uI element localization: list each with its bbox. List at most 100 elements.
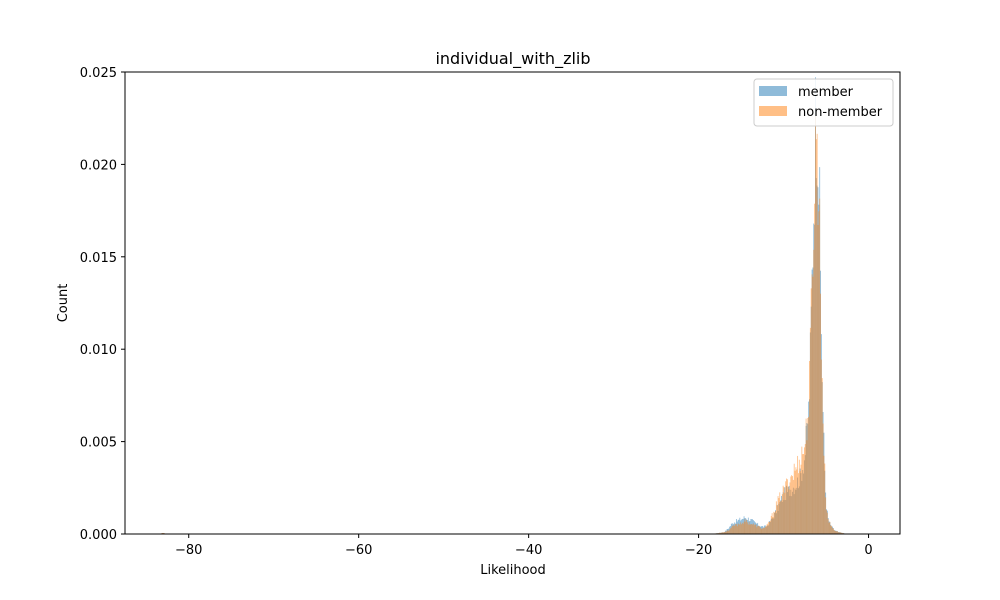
non-member-bar-38 [743, 521, 745, 534]
non-member-bar-97 [793, 463, 795, 534]
non-member-bar-115 [809, 360, 810, 534]
non-member-bar-24 [731, 525, 733, 534]
non-member-bar-127 [819, 198, 821, 534]
non-member-bar-101 [797, 455, 799, 534]
non-member-bar-141 [831, 525, 833, 534]
non-member-bar-84 [782, 485, 784, 534]
non-member-bar-122 [815, 116, 816, 534]
non-member-bar-116 [809, 327, 811, 534]
non-member-bar-57 [759, 527, 761, 534]
non-member-bar-88 [786, 478, 787, 534]
non-member-bar-15 [724, 531, 725, 534]
non-member-bar-129 [820, 359, 822, 534]
non-member-bar-43 [747, 524, 749, 534]
non-member-bar-150 [838, 532, 840, 534]
legend: member non-member [753, 78, 894, 127]
non-member-bar-64 [765, 526, 767, 534]
x-tick-label: −80 [175, 543, 202, 558]
non-member-bar-28 [735, 524, 736, 534]
non-member-bar-82 [781, 500, 782, 534]
non-member-bar-106 [801, 446, 803, 534]
non-member-bar-40 [745, 521, 747, 534]
non-member-bar-39 [744, 519, 746, 534]
non-member-bar-77 [776, 505, 778, 534]
non-member-bar-12 [721, 532, 723, 534]
non-member-bar-132 [823, 455, 825, 534]
non-member-bar-68 [769, 522, 770, 534]
non-member-bar-53 [756, 527, 758, 534]
non-member-bar-95 [792, 476, 793, 534]
non-member-bar-108 [803, 454, 804, 534]
non-member-bar-119 [812, 276, 814, 534]
non-member-bar-98 [794, 470, 796, 534]
non-member-bar-135 [826, 510, 827, 534]
non-member-bar-54 [757, 525, 759, 534]
non-member-bar-90 [787, 486, 789, 534]
x-axis-label: Likelihood [480, 563, 546, 578]
non-member-bar-93 [790, 476, 792, 534]
non-member-bar-35 [741, 524, 742, 534]
non-member-bar-72 [772, 517, 774, 534]
non-member-bar-134 [825, 497, 827, 534]
non-member-bar-58 [760, 528, 762, 534]
non-member-bar-136 [826, 512, 828, 534]
non-member-bar-152 [840, 532, 842, 534]
legend-box [753, 78, 894, 127]
non-member-bar-126 [818, 211, 820, 534]
non-member-bar-25 [732, 526, 734, 534]
non-member-bar-29 [735, 524, 737, 534]
non-member-bar-78 [777, 496, 779, 534]
non-member-bar-71 [771, 513, 773, 534]
x-tick-label: −60 [345, 543, 372, 558]
non-member-bar-113 [807, 417, 809, 534]
non-member-bar-142 [832, 527, 833, 534]
y-tick-label: 0.015 [80, 251, 117, 266]
non-member-bar-105 [800, 464, 802, 534]
non-member-bar-13 [722, 532, 724, 534]
y-tick-label: 0.010 [80, 343, 117, 358]
non-member-bar-114 [808, 416, 810, 534]
non-member-bar-44 [748, 521, 750, 534]
non-member-bar-17 [725, 531, 727, 534]
non-member-bar-59 [761, 528, 763, 534]
non-member-bar-61 [763, 528, 765, 534]
non-member-bar-10 [719, 532, 721, 534]
non-member-bar-51 [754, 524, 756, 534]
non-member-bar-22 [730, 528, 731, 534]
non-member-bar-45 [749, 524, 751, 534]
non-member-bar-70 [770, 515, 772, 534]
non-member-bar-111 [805, 418, 807, 534]
non-member-bar-104 [799, 471, 801, 534]
plot-frame [124, 71, 901, 535]
non-member-bar-99 [795, 467, 797, 534]
non-member-bar-145 [834, 530, 836, 534]
non-member-bar-89 [786, 479, 788, 534]
non-member-bar-87 [785, 481, 787, 534]
non-member-bar-107 [802, 454, 804, 534]
non-member-bar-63 [764, 526, 766, 534]
non-member-bar-147 [836, 531, 838, 534]
non-member-bar-55 [758, 525, 759, 534]
non-member-bar-80 [779, 492, 781, 534]
non-member-bar-120 [813, 249, 815, 534]
non-member-bar-130 [821, 378, 823, 534]
non-member-bar-128 [820, 293, 821, 534]
non-member-bar-47 [751, 524, 753, 534]
non-member-series [161, 116, 848, 535]
non-member-bar-124 [816, 133, 818, 535]
non-member-bar-67 [768, 521, 770, 534]
x-tick-label: −20 [685, 543, 712, 558]
non-member-bar-19 [727, 530, 729, 534]
non-member-bar-50 [753, 525, 755, 534]
non-member-bar-69 [769, 520, 771, 534]
non-member-bar-100 [796, 469, 798, 534]
non-member-bar-9 [718, 532, 720, 534]
non-member-bar-49 [752, 523, 754, 534]
non-member-bar-16 [724, 531, 726, 534]
non-member-bar-81 [780, 501, 782, 534]
non-member-bar-92 [789, 482, 791, 534]
non-member-bar-151 [839, 532, 841, 534]
non-member-bar-34 [740, 522, 742, 534]
y-tick-label: 0.020 [80, 158, 117, 173]
